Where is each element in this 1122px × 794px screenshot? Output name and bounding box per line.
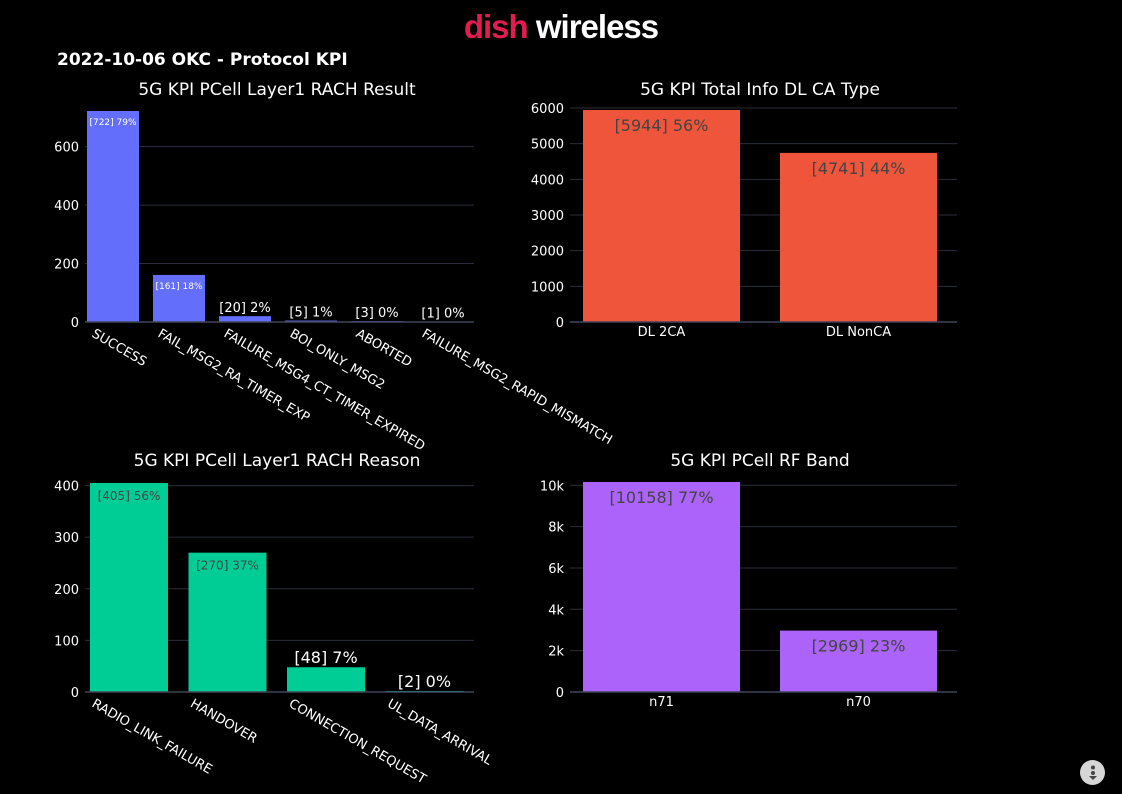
bar — [583, 109, 740, 322]
y-tick-label: 6000 — [531, 102, 564, 117]
y-tick-label: 6k — [548, 562, 564, 577]
y-tick-label: 5000 — [531, 138, 564, 153]
logo-wireless: wireless — [535, 8, 659, 45]
y-tick-label: 200 — [54, 583, 79, 598]
vertical-ellipsis-icon — [1088, 765, 1097, 780]
y-tick-label: 400 — [54, 199, 79, 214]
data-label: [20] 2% — [219, 301, 270, 316]
data-label: [5] 1% — [289, 306, 332, 321]
x-tick-label: DL 2CA — [638, 325, 686, 340]
y-tick-label: 4k — [548, 603, 564, 618]
y-tick-label: 1000 — [531, 280, 564, 295]
data-label: [48] 7% — [294, 648, 357, 667]
x-tick-label: n70 — [846, 695, 871, 710]
y-tick-label: 0 — [556, 686, 564, 701]
y-tick-label: 0 — [71, 316, 79, 331]
bar — [287, 667, 365, 692]
data-label: [4741] 44% — [812, 159, 906, 178]
data-label: [405] 56% — [98, 489, 161, 503]
y-tick-label: 300 — [54, 531, 79, 546]
chart-title: 5G KPI PCell Layer1 RACH Reason — [134, 451, 421, 471]
y-tick-label: 600 — [54, 141, 79, 156]
bar — [90, 483, 168, 692]
y-tick-label: 3000 — [531, 209, 564, 224]
y-tick-label: 400 — [54, 480, 79, 495]
data-label: [161] 18% — [155, 282, 203, 292]
data-label: [722] 79% — [89, 118, 137, 128]
y-tick-label: 2000 — [531, 245, 564, 260]
x-tick-label: DL NonCA — [826, 325, 891, 340]
y-tick-label: 10k — [540, 479, 565, 494]
y-tick-label: 0 — [71, 686, 79, 701]
bar — [219, 316, 271, 322]
bar — [780, 152, 937, 322]
data-label: [270] 37% — [196, 559, 259, 573]
y-tick-label: 4000 — [531, 173, 564, 188]
bar — [153, 274, 205, 322]
bar — [188, 552, 267, 692]
y-tick-label: 200 — [54, 258, 79, 273]
dish-wireless-logo: dish wireless — [0, 8, 1122, 46]
chart-title: 5G KPI Total Info DL CA Type — [640, 80, 880, 100]
y-tick-label: 2k — [548, 645, 564, 660]
page-title: 2022-10-06 OKC - Protocol KPI — [57, 50, 348, 70]
bar — [780, 630, 937, 692]
chart-title: 5G KPI PCell Layer1 RACH Result — [138, 80, 416, 100]
x-tick-label: n71 — [649, 695, 674, 710]
data-label: [3] 0% — [355, 306, 398, 321]
data-label: [2] 0% — [398, 672, 451, 691]
data-label: [5944] 56% — [615, 116, 709, 135]
bar — [583, 482, 740, 692]
y-tick-label: 0 — [556, 316, 564, 331]
data-label: [1] 0% — [421, 307, 464, 322]
options-button[interactable] — [1080, 760, 1105, 785]
chart-title: 5G KPI PCell RF Band — [670, 451, 849, 471]
y-tick-label: 8k — [548, 521, 564, 536]
y-tick-label: 100 — [54, 634, 79, 649]
bar — [87, 111, 139, 322]
data-label: [10158] 77% — [609, 488, 713, 507]
logo-dish: dish — [463, 8, 529, 45]
data-label: [2969] 23% — [812, 637, 906, 656]
